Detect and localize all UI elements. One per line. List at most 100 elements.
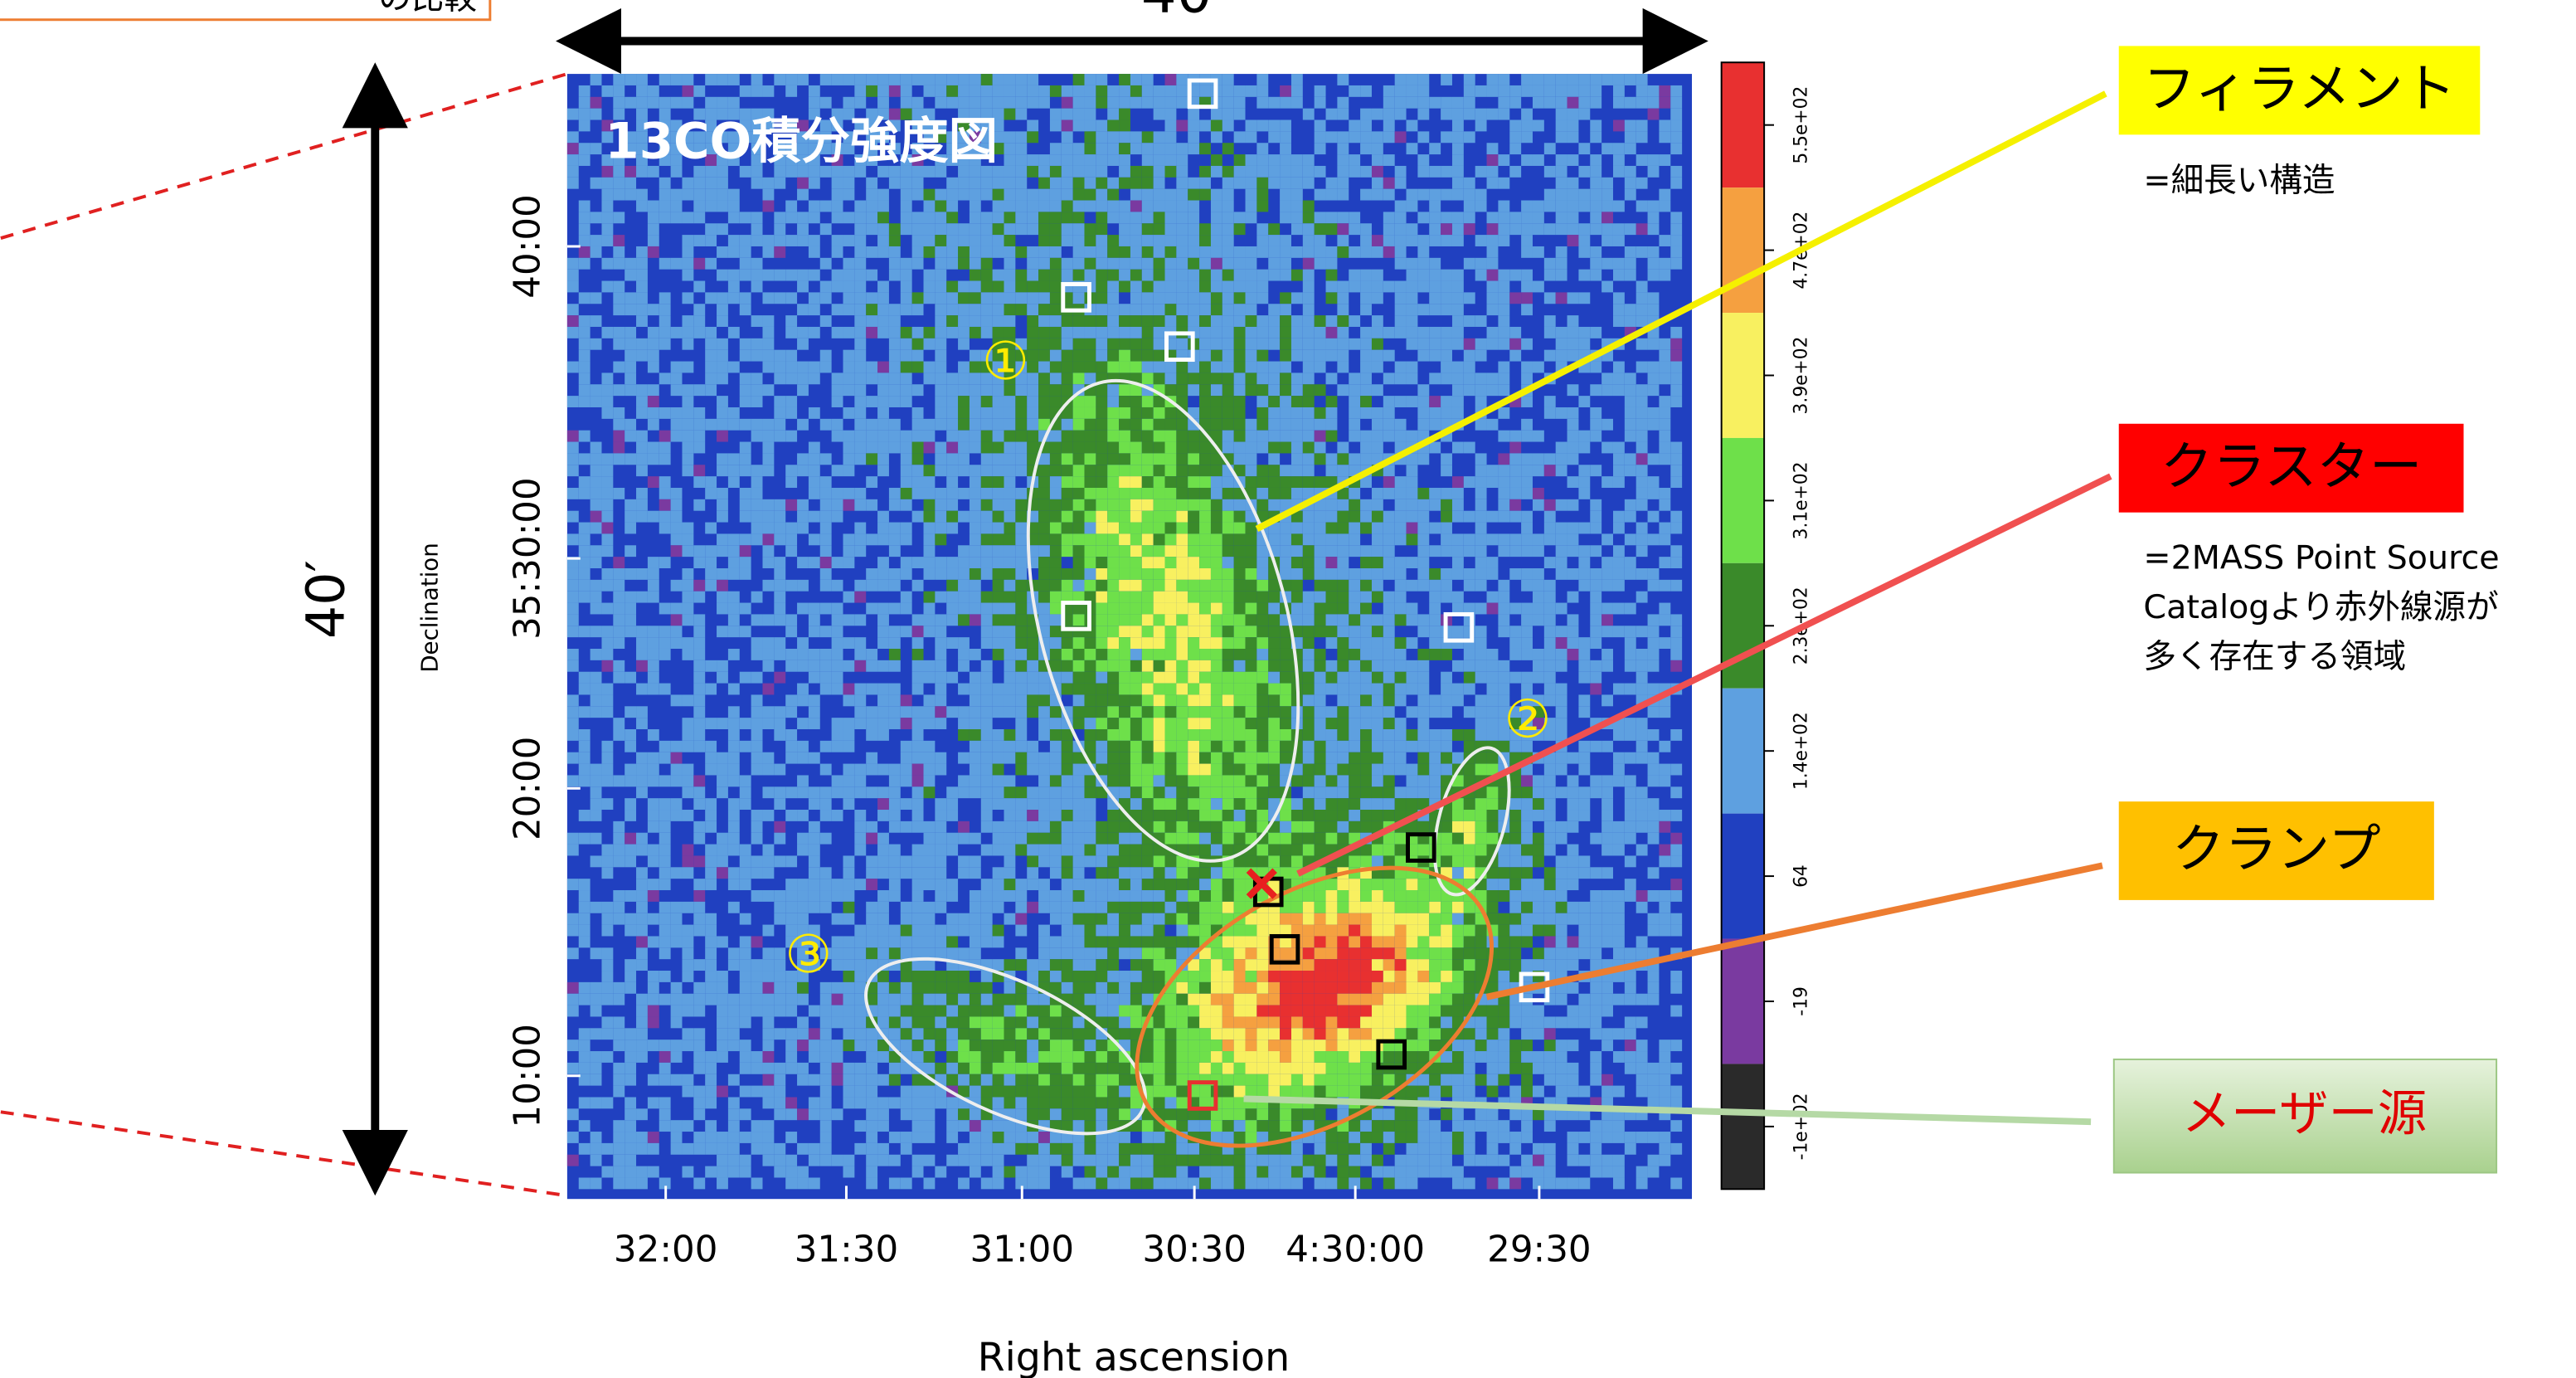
map-cell (1015, 212, 1027, 223)
map-cell (774, 786, 785, 798)
map-cell (1176, 741, 1188, 752)
map-cell (1234, 396, 1246, 407)
map-cell (1062, 143, 1073, 154)
map-cell (1199, 729, 1211, 741)
map-cell (648, 246, 659, 258)
map-cell (1326, 775, 1338, 786)
map-cell (1601, 810, 1613, 821)
map-cell (636, 775, 648, 786)
map-cell (1096, 557, 1107, 568)
map-cell (1038, 499, 1050, 511)
map-cell (843, 855, 854, 867)
map-cell (1154, 235, 1165, 246)
map-cell (1648, 729, 1660, 741)
map-cell (1395, 614, 1407, 626)
map-cell (1154, 741, 1165, 752)
map-cell (1176, 649, 1188, 660)
map-cell (1142, 281, 1154, 293)
map-cell (1498, 453, 1509, 465)
map-cell (1222, 626, 1234, 637)
map-cell (993, 246, 1004, 258)
map-cell (1211, 603, 1222, 615)
map-cell (1268, 729, 1280, 741)
map-cell (1004, 396, 1016, 407)
map-cell (1315, 718, 1326, 729)
map-cell (901, 327, 912, 338)
map-cell (1556, 223, 1567, 235)
map-cell (854, 85, 866, 97)
map-cell (1119, 523, 1130, 534)
map-cell (659, 684, 671, 695)
map-cell (1107, 201, 1119, 212)
map-cell (866, 752, 877, 764)
map-cell (1096, 327, 1107, 338)
map-cell (1659, 488, 1670, 499)
map-cell (1050, 246, 1062, 258)
map-cell (1521, 511, 1533, 523)
map-cell (579, 592, 591, 603)
map-cell (797, 775, 809, 786)
map-cell (1222, 614, 1234, 626)
map-cell (912, 488, 924, 499)
map-cell (693, 821, 705, 833)
map-cell (1291, 74, 1303, 85)
map-cell (1015, 453, 1027, 465)
map-cell (1050, 649, 1062, 660)
map-cell (1556, 752, 1567, 764)
map-cell (946, 246, 958, 258)
map-cell (958, 568, 970, 580)
map-cell (591, 684, 602, 695)
map-cell (1038, 810, 1050, 821)
map-cell (877, 694, 889, 706)
map-cell (774, 246, 785, 258)
map-cell (1280, 246, 1291, 258)
map-cell (946, 189, 958, 201)
map-cell (1188, 292, 1199, 304)
map-cell (1441, 212, 1452, 223)
map-cell (1015, 718, 1027, 729)
map-cell (809, 752, 820, 764)
map-cell (912, 304, 924, 315)
map-cell (1544, 453, 1556, 465)
map-cell (625, 764, 636, 776)
map-cell (1176, 833, 1188, 845)
map-cell (1601, 649, 1613, 660)
map-cell (1130, 672, 1142, 684)
map-cell (1395, 396, 1407, 407)
map-cell (1154, 614, 1165, 626)
map-cell (935, 511, 946, 523)
map-cell (1199, 694, 1211, 706)
map-cell (1004, 292, 1016, 304)
map-cell (1383, 752, 1395, 764)
map-cell (1107, 419, 1119, 431)
map-cell (809, 235, 820, 246)
map-cell (1027, 212, 1038, 223)
map-cell (1429, 764, 1441, 776)
map-cell (981, 304, 993, 315)
map-cell (785, 533, 797, 545)
map-cell (671, 533, 683, 545)
map-cell (1372, 660, 1383, 672)
map-cell (1315, 246, 1326, 258)
map-cell (1590, 523, 1601, 534)
map-cell (946, 499, 958, 511)
map-cell (1268, 154, 1280, 166)
map-cell (579, 120, 591, 132)
map-cell (762, 465, 774, 476)
map-cell (935, 258, 946, 270)
map-cell (636, 592, 648, 603)
map-cell (1038, 315, 1050, 327)
map-cell (1578, 545, 1590, 557)
map-cell (1544, 786, 1556, 798)
map-cell (1222, 694, 1234, 706)
map-cell (1337, 178, 1349, 189)
map-cell (1234, 786, 1246, 798)
map-cell (1441, 189, 1452, 201)
map-cell (1487, 372, 1499, 384)
map-cell (889, 637, 901, 649)
map-cell (1038, 407, 1050, 419)
map-cell (682, 580, 693, 592)
map-cell (1130, 568, 1142, 580)
map-cell (1487, 384, 1499, 396)
map-cell (1337, 166, 1349, 178)
